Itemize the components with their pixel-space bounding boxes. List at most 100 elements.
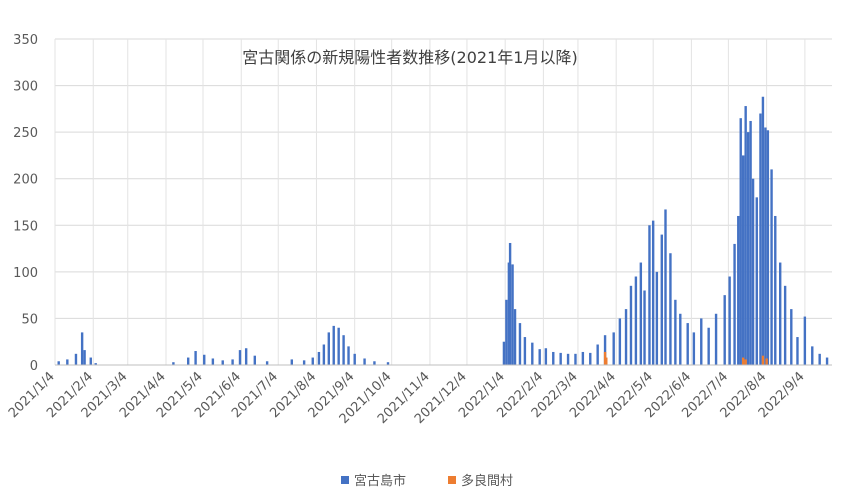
bar-miyakojima (751, 178, 755, 365)
bar-miyakojima (686, 323, 689, 365)
bar-miyakojima (723, 295, 726, 365)
bar-miyakojima (811, 346, 814, 365)
bar-miyakojima (739, 118, 742, 366)
bar-miyakojima (803, 316, 807, 365)
bar-miyakojima (679, 313, 682, 365)
bar-miyakojima (317, 351, 321, 365)
bar-miyakojima (755, 197, 758, 365)
bar-miyakojima (538, 349, 541, 365)
bar-miyakojima (238, 350, 242, 365)
bar-taramason (765, 358, 768, 365)
bar-taramason (603, 351, 607, 365)
bar-miyakojima (825, 357, 829, 365)
bar-miyakojima (508, 242, 512, 365)
bar-miyakojima (737, 215, 740, 365)
bar-miyakojima (363, 358, 366, 365)
bar-miyakojima (660, 234, 663, 365)
bar-miyakojima (80, 332, 84, 365)
bar-miyakojima (796, 337, 799, 365)
bar-miyakojima (770, 169, 773, 365)
bar-miyakojima (624, 309, 628, 365)
bar-miyakojima (203, 354, 206, 365)
grid-lines (54, 38, 832, 365)
bar-miyakojima (618, 318, 622, 365)
bar-miyakojima (253, 355, 256, 365)
bar-miyakojima (342, 335, 345, 365)
bar-miyakojima (761, 96, 765, 366)
bar-miyakojima (89, 357, 92, 365)
bar-miyakojima (774, 215, 777, 365)
bar-miyakojima (386, 362, 390, 365)
bar-miyakojima (629, 285, 633, 365)
bar-miyakojima (302, 360, 306, 365)
bar-miyakojima (759, 113, 762, 365)
bar-miyakojima (66, 359, 69, 365)
bar-miyakojima (332, 325, 335, 365)
bar-miyakojima (589, 352, 592, 365)
bar-miyakojima (603, 335, 607, 365)
bar-miyakojima (733, 243, 736, 365)
bar-miyakojima (513, 309, 517, 365)
bar-miyakojima (337, 327, 340, 365)
bar-miyakojima (744, 106, 747, 365)
bar-miyakojima (764, 127, 767, 365)
y-tick-label: 150 (13, 219, 38, 234)
bar-miyakojima (57, 361, 60, 365)
bar-miyakojima (596, 344, 599, 365)
bar-miyakojima (783, 285, 787, 365)
bar-miyakojima (728, 276, 731, 365)
y-tick-label: 200 (13, 173, 38, 188)
bar-miyakojima (818, 353, 821, 365)
bar-miyakojima (531, 342, 534, 365)
bar-miyakojima (327, 332, 330, 365)
legend-swatch-miyakojima (341, 476, 349, 484)
bar-miyakojima (700, 318, 703, 365)
legend-label-taramason: 多良間村 (461, 473, 513, 489)
bar-miyakojima (651, 220, 655, 365)
bar-miyakojima (518, 323, 522, 365)
bar-miyakojima (643, 290, 646, 365)
bar-taramason (605, 357, 608, 365)
bar-miyakojima (552, 351, 555, 365)
bar-miyakojima (746, 132, 750, 365)
bar-miyakojima (674, 299, 677, 365)
bar-taramason (761, 355, 765, 365)
bar-miyakojima (692, 332, 696, 365)
y-tick-label: 300 (13, 80, 38, 95)
bar-miyakojima (664, 209, 667, 365)
bar-miyakojima (221, 360, 224, 365)
bar-miyakojima (311, 357, 314, 365)
bar-miyakojima (707, 327, 710, 365)
bar-miyakojima (639, 262, 643, 365)
bar-miyakojima (790, 309, 793, 365)
legend-label-miyakojima: 宮古島市 (354, 473, 406, 489)
bar-miyakojima (347, 346, 350, 365)
bar-miyakojima (265, 361, 269, 365)
bar-miyakojima (766, 130, 770, 365)
bar-miyakojima (714, 313, 718, 365)
bar-miyakojima (83, 350, 86, 365)
bar-miyakojima (290, 359, 293, 365)
bar-taramason (744, 359, 747, 365)
bar-miyakojima (373, 361, 376, 365)
y-tick-label: 100 (13, 266, 38, 281)
bars-layer (57, 96, 829, 366)
bar-taramason (742, 357, 745, 365)
bar-miyakojima (231, 359, 234, 365)
bar-miyakojima (353, 353, 356, 365)
bar-miyakojima (94, 363, 97, 365)
bar-miyakojima (612, 332, 615, 365)
chart-title: 宮古関係の新規陽性者数推移(2021年1月以降) (242, 48, 577, 67)
legend-swatch-taramason (448, 476, 456, 484)
bar-miyakojima (507, 262, 511, 365)
bar-miyakojima (742, 155, 745, 365)
bar-miyakojima (523, 337, 527, 365)
bar-miyakojima (194, 351, 197, 365)
bar-miyakojima (634, 276, 638, 365)
y-axis-ticks: 0 50 100 150 200 250 300 350 (13, 33, 38, 374)
bar-miyakojima (244, 348, 248, 365)
bar-miyakojima (511, 264, 514, 365)
legend: 宮古島市 多良間村 (341, 473, 513, 489)
